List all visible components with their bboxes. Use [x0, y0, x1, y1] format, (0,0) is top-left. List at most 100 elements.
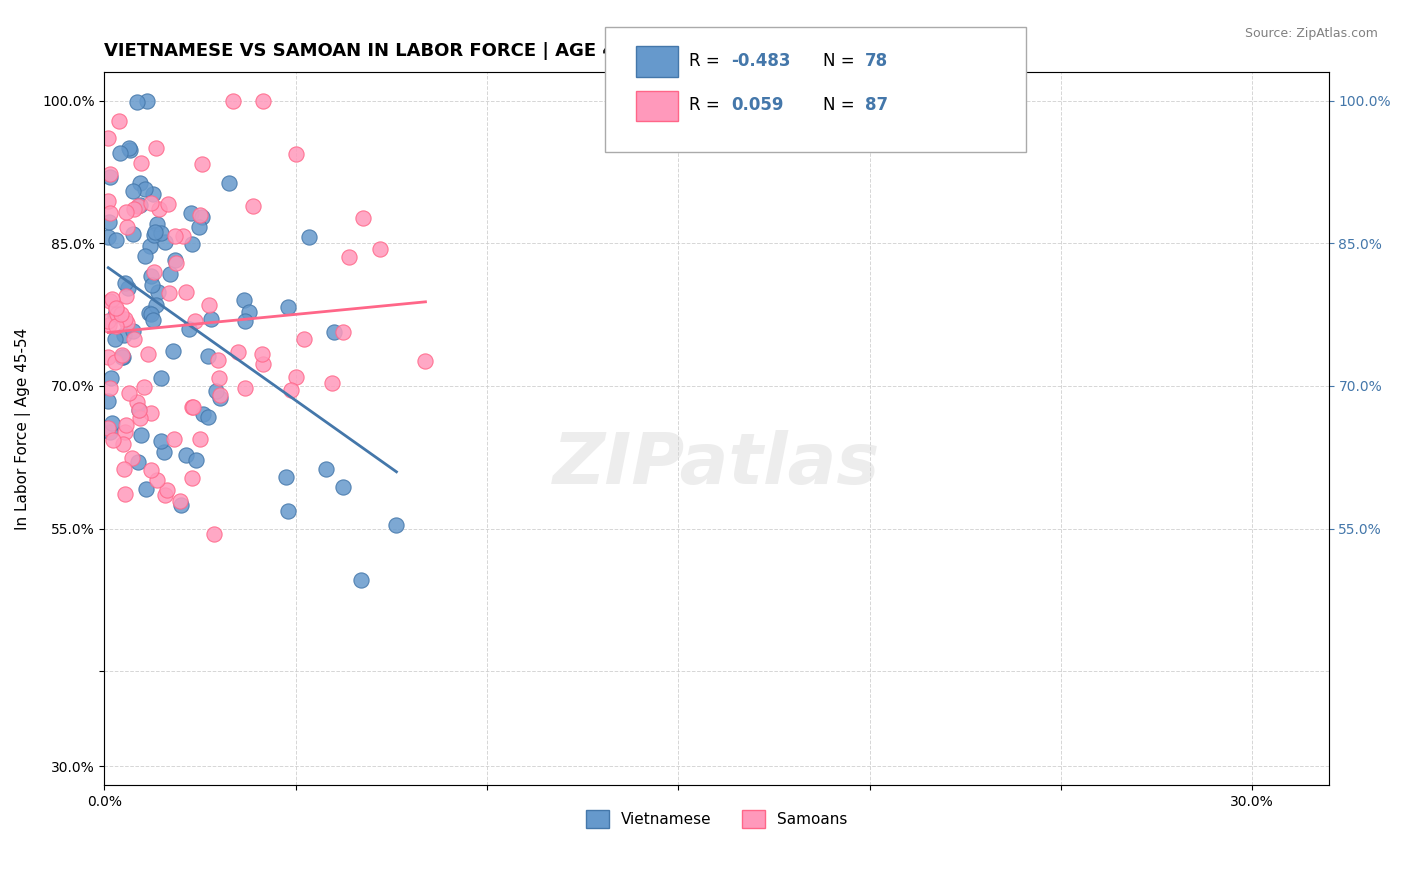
Point	[98, 169, 121, 184]
Point	[152, 445, 174, 459]
Point	[127, 395, 149, 409]
Point	[321, 376, 343, 391]
Point	[98, 425, 121, 440]
Point	[105, 307, 128, 321]
Point	[97, 350, 120, 364]
Point	[162, 344, 184, 359]
Point	[188, 220, 211, 235]
Point	[274, 470, 297, 484]
Point	[104, 332, 127, 346]
Point	[235, 313, 257, 327]
Point	[97, 130, 120, 145]
Point	[134, 249, 156, 263]
Point	[143, 265, 166, 279]
Point	[110, 307, 132, 321]
Point	[252, 358, 274, 372]
Point	[197, 349, 219, 363]
Point	[112, 462, 135, 476]
Point	[298, 229, 321, 244]
Point	[250, 347, 273, 361]
Point	[134, 182, 156, 196]
Point	[150, 434, 173, 448]
Point	[143, 227, 166, 242]
Point	[285, 370, 308, 384]
Point	[155, 488, 177, 502]
Point	[352, 211, 374, 226]
Point	[139, 268, 162, 283]
Point	[115, 219, 138, 234]
Point	[104, 301, 127, 316]
Point	[218, 176, 240, 190]
Point	[277, 504, 299, 518]
Text: VIETNAMESE VS SAMOAN IN LABOR FORCE | AGE 45-54 CORRELATION CHART: VIETNAMESE VS SAMOAN IN LABOR FORCE | AG…	[104, 42, 882, 60]
Text: 87: 87	[865, 96, 887, 114]
Point	[128, 403, 150, 417]
Point	[238, 305, 260, 319]
Point	[97, 215, 120, 229]
Point	[146, 285, 169, 299]
Point	[190, 211, 212, 225]
Point	[208, 388, 231, 402]
Point	[157, 285, 180, 300]
Point	[128, 198, 150, 212]
Point	[138, 306, 160, 320]
Point	[188, 432, 211, 446]
Point	[284, 147, 307, 161]
Point	[292, 332, 315, 346]
Point	[111, 350, 134, 364]
Point	[100, 294, 122, 309]
Point	[169, 493, 191, 508]
Point	[97, 314, 120, 328]
Point	[101, 416, 124, 430]
Text: 0.059: 0.059	[731, 96, 783, 114]
Point	[143, 226, 166, 240]
Point	[124, 332, 146, 346]
Point	[115, 204, 138, 219]
Point	[233, 381, 256, 395]
Point	[115, 316, 138, 330]
Point	[172, 229, 194, 244]
Point	[191, 157, 214, 171]
Point	[136, 94, 159, 108]
Point	[156, 483, 179, 498]
Point	[155, 235, 177, 249]
Text: -0.483: -0.483	[731, 52, 790, 70]
Point	[177, 322, 200, 336]
Point	[332, 325, 354, 339]
Point	[101, 292, 124, 306]
Text: R =: R =	[689, 52, 725, 70]
Point	[115, 289, 138, 303]
Y-axis label: In Labor Force | Age 45-54: In Labor Force | Age 45-54	[15, 327, 31, 530]
Point	[159, 267, 181, 281]
Point	[142, 187, 165, 202]
Point	[315, 461, 337, 475]
Point	[165, 228, 187, 243]
Point	[163, 432, 186, 446]
Point	[337, 250, 360, 264]
Point	[121, 185, 143, 199]
Point	[226, 345, 249, 359]
Point	[221, 94, 243, 108]
Point	[141, 307, 163, 321]
Point	[105, 319, 128, 334]
Point	[322, 325, 344, 339]
Text: N =: N =	[823, 52, 859, 70]
Point	[108, 113, 131, 128]
Point	[100, 370, 122, 384]
Point	[150, 371, 173, 385]
Point	[415, 354, 437, 368]
Point	[129, 176, 152, 190]
Point	[108, 146, 131, 161]
Point	[118, 385, 141, 400]
Point	[128, 403, 150, 417]
Point	[232, 293, 254, 308]
Point	[112, 436, 135, 450]
Point	[181, 237, 204, 252]
Point	[117, 281, 139, 295]
Point	[181, 400, 204, 414]
Point	[127, 455, 149, 469]
Point	[98, 318, 121, 332]
Point	[115, 417, 138, 432]
Point	[145, 298, 167, 312]
Point	[98, 381, 121, 395]
